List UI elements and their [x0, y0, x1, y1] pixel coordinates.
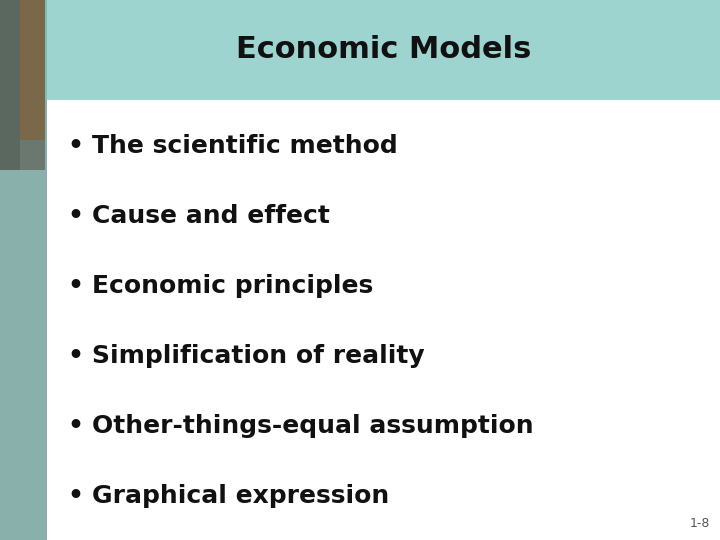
Text: The scientific method: The scientific method [92, 134, 397, 158]
Bar [47, 0, 720, 100]
Text: Economic principles: Economic principles [92, 274, 373, 298]
Bar [0, 0, 47, 100]
Text: •: • [67, 134, 83, 158]
Text: Economic Models: Economic Models [236, 36, 531, 64]
Text: •: • [67, 484, 83, 508]
Text: •: • [67, 274, 83, 298]
Text: Other-things-equal assumption: Other-things-equal assumption [92, 414, 534, 438]
Bar [0, 0, 45, 170]
Text: Simplification of reality: Simplification of reality [92, 344, 425, 368]
Text: Cause and effect: Cause and effect [92, 204, 330, 228]
Text: •: • [67, 344, 83, 368]
Text: •: • [67, 414, 83, 438]
Text: 1-8: 1-8 [690, 517, 710, 530]
Text: Graphical expression: Graphical expression [92, 484, 390, 508]
Text: •: • [67, 204, 83, 228]
Bar [20, 0, 45, 140]
Bar [0, 0, 20, 170]
Bar [0, 0, 47, 540]
